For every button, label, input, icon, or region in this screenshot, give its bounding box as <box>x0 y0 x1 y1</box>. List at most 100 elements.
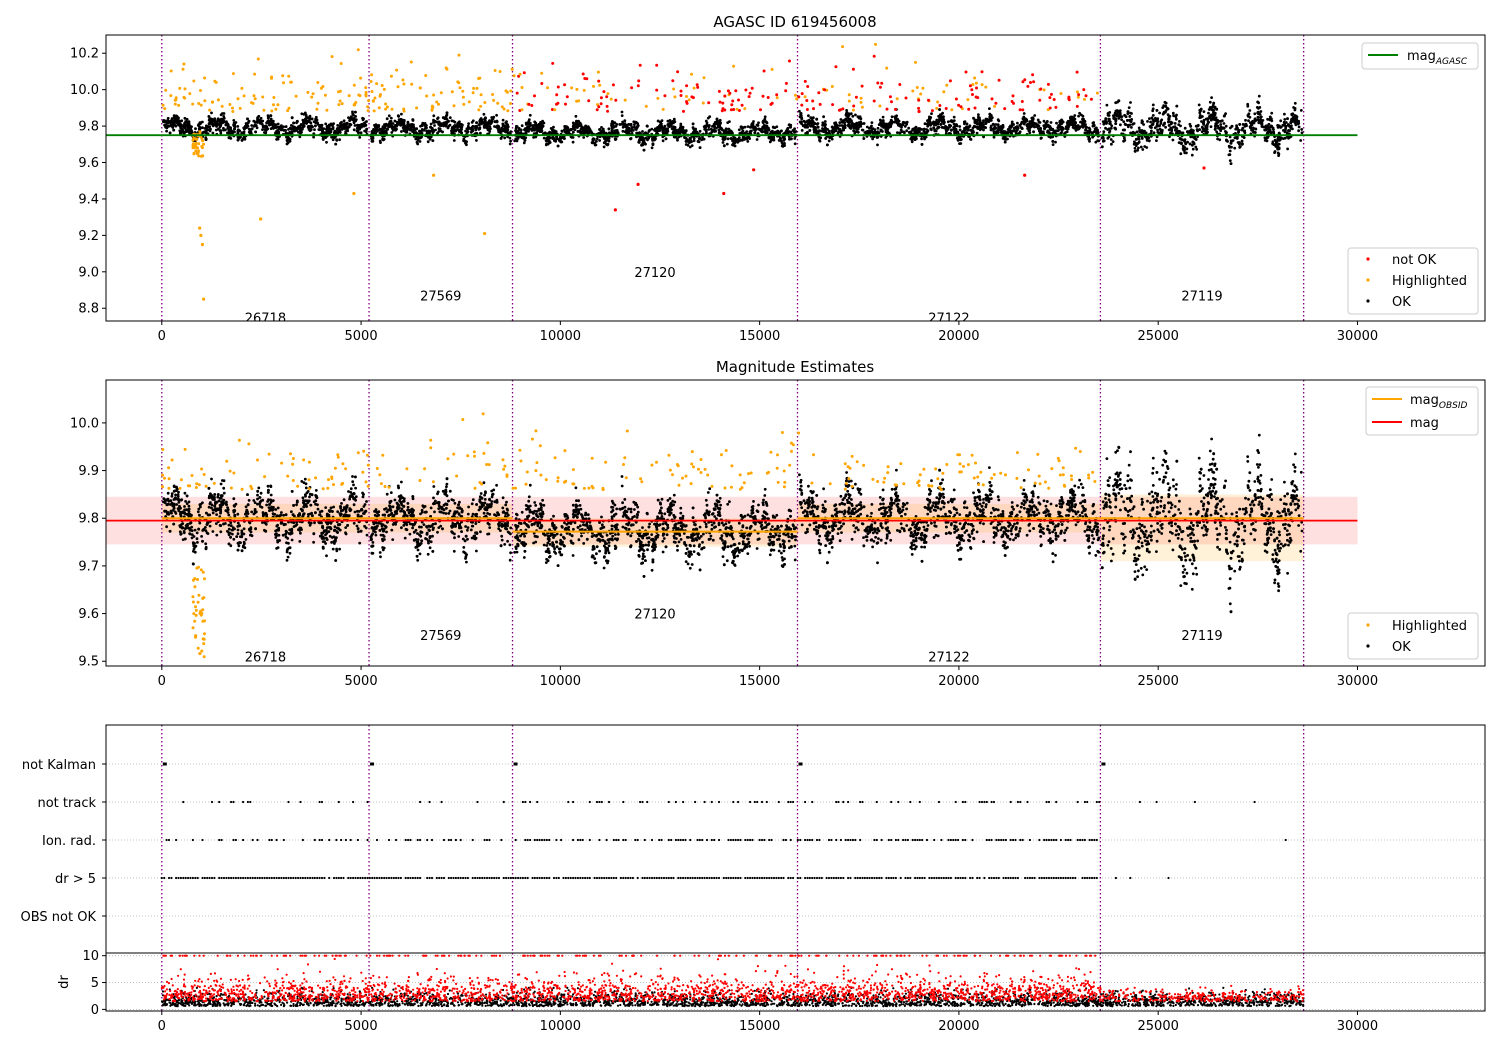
p1-ok-point <box>393 119 397 123</box>
p1-ok-point <box>873 128 877 132</box>
p1-ok-point <box>1202 123 1206 126</box>
p1-ok-point <box>1219 129 1223 133</box>
p1-ok-point <box>1129 131 1133 135</box>
p1-ok-point <box>1218 138 1222 142</box>
p1-ok-point <box>290 130 294 134</box>
p1-ok-point <box>977 116 981 120</box>
p1-ok-point <box>209 120 212 124</box>
p1-ok-point <box>917 127 921 131</box>
p1-ok-point <box>651 143 655 147</box>
p1-ok-point <box>311 125 314 129</box>
p1-ok-point <box>339 122 342 125</box>
p1-ok-point <box>911 129 914 132</box>
p1-ok-point <box>1064 131 1068 134</box>
p1-ok-point <box>834 127 837 131</box>
p1-ok-point <box>1055 121 1058 125</box>
p1-ok-point <box>1260 122 1264 126</box>
p1-ok-point <box>1123 128 1126 132</box>
p1-ok-point <box>821 122 825 126</box>
p1-ok-point <box>1113 126 1117 130</box>
p1-ok-point <box>1262 125 1265 129</box>
p1-ok-point <box>1107 117 1111 121</box>
p1-ok-point <box>298 135 302 139</box>
p1-ok-point <box>542 136 546 140</box>
p1-ok-point <box>575 119 578 123</box>
p1-ok-point <box>635 131 638 135</box>
p1-ok-point <box>452 139 456 142</box>
p1-ok-point <box>1020 126 1024 130</box>
p1-ok-point <box>923 131 927 134</box>
p1-ok-point <box>799 114 803 117</box>
p1-ok-point <box>564 131 568 134</box>
p1-ok-point <box>669 124 673 128</box>
p1-ok-point <box>1092 130 1096 134</box>
p1-ok-point <box>563 125 567 128</box>
p1-ok-point <box>328 123 332 127</box>
p1-ok-point <box>254 130 257 134</box>
p1-ok-point <box>752 126 756 130</box>
p1-ok-point <box>272 126 275 130</box>
p1-ok-point <box>1253 117 1257 121</box>
p1-ok-point <box>807 118 811 122</box>
p1-ok-point <box>179 119 183 123</box>
p1-ok-point <box>365 127 369 131</box>
p1-ok-point <box>920 137 923 141</box>
p1-ok-point <box>975 131 979 135</box>
p1-ok-point <box>875 136 879 139</box>
p1-ok-point <box>775 125 779 129</box>
p1-ok-point <box>507 132 511 135</box>
p1-ok-point <box>843 118 846 122</box>
p1-ok-point <box>709 127 713 131</box>
p1-ok-point <box>1189 124 1193 128</box>
p1-ok-point <box>421 121 425 125</box>
p1-ok-point <box>532 136 535 139</box>
p1-ok-point <box>441 116 445 119</box>
p1-ok-point <box>1289 121 1293 125</box>
p1-ok-point <box>889 125 892 129</box>
p1-ok-point <box>1131 130 1135 134</box>
p1-ok-point <box>607 127 611 131</box>
p1-ok-point <box>347 116 350 120</box>
p1-ok-point <box>442 121 446 125</box>
p1-ok-point <box>1228 149 1232 153</box>
p1-ok-point <box>520 124 524 127</box>
p1-ok-point <box>400 112 403 116</box>
p1-ok-point <box>1254 127 1258 131</box>
p1-ok-point <box>953 130 956 134</box>
p1-ok-point <box>420 127 424 131</box>
p1-ok-point <box>1204 129 1208 133</box>
p1-ok-point <box>552 125 555 129</box>
p1-ok-point <box>1185 151 1188 155</box>
p1-ok-point <box>305 122 308 125</box>
p1-ok-point <box>621 129 625 133</box>
p1-ok-point <box>1071 119 1074 123</box>
p1-ok-point <box>1212 109 1216 112</box>
p1-ok-point <box>189 128 193 132</box>
p1-ok-point <box>620 114 624 117</box>
p1-ok-point <box>385 117 389 121</box>
p1-ok-point <box>1257 121 1261 125</box>
p1-ok-point <box>225 123 229 127</box>
p1-ok-point <box>1156 120 1160 123</box>
p1-ok-point <box>232 119 236 122</box>
p1-ok-point <box>614 138 617 141</box>
p1-ok-point <box>1293 114 1297 117</box>
p1-ok-point <box>1082 117 1085 121</box>
p1-ok-point <box>718 123 721 126</box>
p1-ok-point <box>434 119 437 123</box>
p1-ok-point <box>300 112 304 116</box>
p1-ok-point <box>1252 126 1255 130</box>
p1-ok-point <box>711 124 715 128</box>
p1-ok-point <box>705 131 708 135</box>
p1-ok-point <box>505 120 508 124</box>
p1-ok-point <box>383 123 386 126</box>
p1-ok-point <box>1135 130 1139 134</box>
p1-ok-point <box>584 131 587 135</box>
p1-ok-point <box>1266 135 1270 139</box>
p1-ok-point <box>399 118 403 121</box>
p1-ok-point <box>1083 119 1087 123</box>
p1-ok-point <box>1153 119 1156 123</box>
p1-ok-point <box>432 114 436 118</box>
p1-ok-point <box>1287 129 1290 132</box>
p1-ok-point <box>238 129 241 133</box>
